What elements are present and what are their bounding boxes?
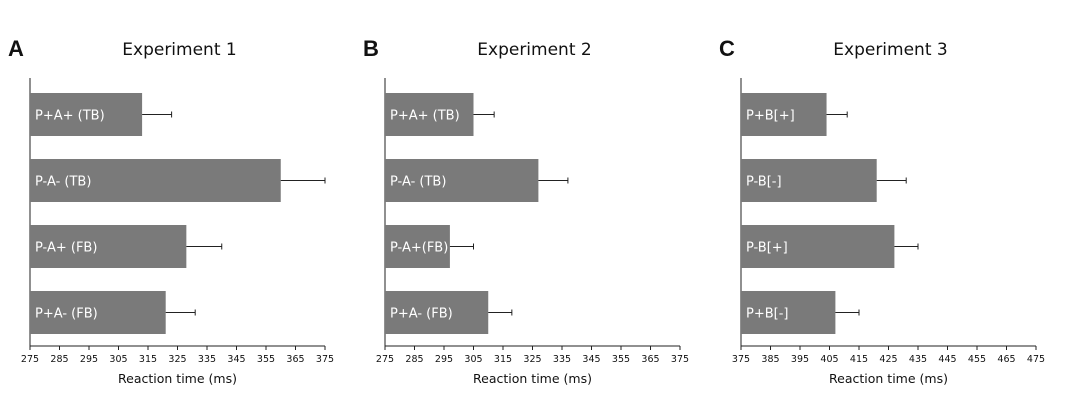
bar <box>385 159 539 202</box>
x-tick-label: 275 <box>376 354 394 365</box>
x-tick-label: 375 <box>316 354 334 365</box>
x-tick-label: 435 <box>909 354 927 365</box>
panel-letter: C <box>719 36 735 61</box>
x-tick-label: 345 <box>582 354 600 365</box>
x-axis-title: Reaction time (ms) <box>473 371 592 386</box>
chart-panel-a: A Experiment 1 275 285 295 305 315 325 335 345 355… <box>8 36 334 386</box>
x-tick-label: 295 <box>435 354 453 365</box>
bar <box>741 159 877 202</box>
x-axis-title: Reaction time (ms) <box>829 371 948 386</box>
x-tick-label: 375 <box>671 354 689 365</box>
bar-label: P-A+(FB) <box>390 241 448 256</box>
bar-label: P-B[-] <box>746 175 782 190</box>
x-tick-label: 335 <box>198 354 216 365</box>
bar <box>30 159 281 202</box>
bar-label: P-A- (TB) <box>35 175 91 190</box>
x-tick-label: 415 <box>850 354 868 365</box>
bar-label: P+B[-] <box>746 307 789 322</box>
bar <box>741 291 836 334</box>
bar <box>30 93 143 136</box>
x-tick-label: 305 <box>464 354 482 365</box>
x-tick-label: 355 <box>257 354 275 365</box>
bar <box>30 225 187 268</box>
panel-letter: B <box>363 36 379 61</box>
bar <box>741 93 827 136</box>
x-tick-label: 285 <box>405 354 423 365</box>
bar-label: P-B[+] <box>746 241 788 256</box>
x-tick-label: 445 <box>938 354 956 365</box>
x-tick-label: 385 <box>761 354 779 365</box>
bar-label: P+A+ (TB) <box>35 109 105 124</box>
x-tick-label: 345 <box>227 354 245 365</box>
chart-panel-c: C Experiment 3 375 385 395 405 415 425 435 445 455… <box>719 36 1045 386</box>
panel-letter: A <box>8 36 24 61</box>
x-tick-label: 395 <box>791 354 809 365</box>
x-tick-label: 325 <box>168 354 186 365</box>
chart-title: Experiment 2 <box>477 40 591 60</box>
x-tick-label: 335 <box>553 354 571 365</box>
bar-label: P+A- (FB) <box>390 307 453 322</box>
x-tick-label: 315 <box>494 354 512 365</box>
bar-label: P-A- (TB) <box>390 175 446 190</box>
x-tick-label: 405 <box>820 354 838 365</box>
bar <box>741 225 895 268</box>
x-tick-label: 355 <box>612 354 630 365</box>
x-tick-label: 465 <box>997 354 1015 365</box>
x-tick-label: 295 <box>80 354 98 365</box>
chart-panel-b: B Experiment 2 275 285 295 305 315 325 335 345 355… <box>363 36 689 386</box>
bar <box>385 225 450 268</box>
x-tick-label: 365 <box>286 354 304 365</box>
x-tick-label: 315 <box>139 354 157 365</box>
bar <box>385 291 489 334</box>
bar-label: P+A- (FB) <box>35 307 98 322</box>
x-tick-label: 375 <box>732 354 750 365</box>
x-tick-label: 275 <box>21 354 39 365</box>
bar-label: P+B[+] <box>746 109 795 124</box>
x-tick-label: 365 <box>641 354 659 365</box>
chart-title: Experiment 1 <box>122 40 236 60</box>
x-axis-title: Reaction time (ms) <box>118 371 237 386</box>
x-tick-label: 425 <box>879 354 897 365</box>
x-tick-label: 305 <box>109 354 127 365</box>
bar-label: P-A+ (FB) <box>35 241 97 256</box>
bar <box>385 93 474 136</box>
chart-title: Experiment 3 <box>833 40 947 60</box>
x-tick-label: 455 <box>968 354 986 365</box>
x-tick-label: 325 <box>523 354 541 365</box>
bar <box>30 291 166 334</box>
x-tick-label: 285 <box>50 354 68 365</box>
bar-label: P+A+ (TB) <box>390 109 460 124</box>
x-tick-label: 475 <box>1027 354 1045 365</box>
